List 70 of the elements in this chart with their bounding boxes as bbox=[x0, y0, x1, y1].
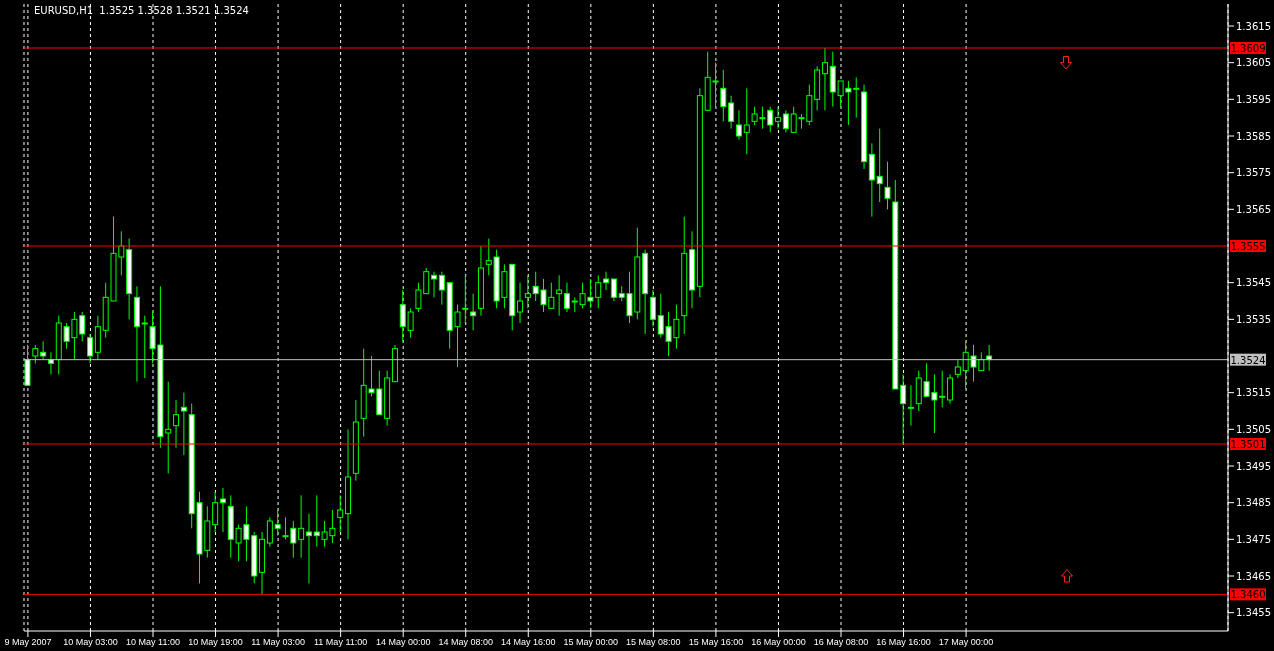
x-tick-label: 10 May 19:00 bbox=[188, 637, 243, 648]
x-tick-label: 10 May 03:00 bbox=[63, 637, 118, 648]
y-tick-label: 1.3575 bbox=[1236, 167, 1271, 179]
x-tick-label: 15 May 16:00 bbox=[688, 637, 744, 648]
candlestick bbox=[735, 109, 742, 141]
y-tick-label: 1.3535 bbox=[1236, 313, 1271, 325]
ref-line-label: 1.3555 bbox=[1230, 241, 1266, 252]
x-tick-label: 11 May 11:00 bbox=[314, 637, 368, 648]
x-tick-label: 10 May 11:00 bbox=[126, 637, 180, 648]
y-tick-label: 1.3465 bbox=[1236, 570, 1271, 582]
candlestick bbox=[470, 293, 477, 331]
candlestick bbox=[782, 109, 789, 133]
candlestick bbox=[219, 487, 226, 533]
ref-line-label: 1.3501 bbox=[1230, 439, 1266, 450]
y-tick-label: 1.3585 bbox=[1236, 130, 1271, 142]
candlestick bbox=[954, 359, 961, 379]
y-tick-label: 1.3515 bbox=[1236, 387, 1271, 399]
y-tick-label: 1.3545 bbox=[1236, 277, 1271, 289]
x-tick-label: 17 May 00:00 bbox=[938, 637, 994, 648]
x-tick-label: 14 May 00:00 bbox=[375, 637, 431, 648]
ref-line-label: 1.3460 bbox=[1230, 589, 1266, 601]
candlestick bbox=[173, 399, 180, 449]
y-tick-label: 1.3595 bbox=[1236, 93, 1271, 105]
ref-line-label: 1.3524 bbox=[1230, 354, 1266, 366]
x-tick-label: 14 May 08:00 bbox=[438, 637, 493, 648]
y-tick-label: 1.3495 bbox=[1236, 460, 1271, 472]
candlestick bbox=[743, 87, 750, 155]
y-tick-label: 1.3605 bbox=[1236, 57, 1271, 69]
candlestick bbox=[556, 274, 563, 317]
y-tick-label: 1.3475 bbox=[1236, 533, 1271, 545]
x-tick-label: 16 May 08:00 bbox=[813, 637, 869, 648]
candlestick bbox=[40, 340, 47, 361]
candlestick bbox=[180, 392, 187, 456]
candlestick bbox=[32, 344, 39, 364]
candlestick bbox=[907, 384, 914, 427]
candlestick bbox=[603, 271, 610, 291]
chart-title: EURUSD,H1 1.3525 1.3528 1.3521 1.3524 bbox=[34, 5, 249, 16]
x-tick-label: 15 May 08:00 bbox=[626, 637, 681, 648]
candlestick bbox=[947, 373, 954, 405]
x-tick-label: 14 May 16:00 bbox=[501, 637, 556, 648]
candlestick bbox=[337, 494, 344, 533]
candlestick bbox=[610, 278, 617, 302]
candlestick bbox=[212, 491, 219, 533]
y-tick-label: 1.3565 bbox=[1236, 203, 1271, 215]
candlestick bbox=[563, 282, 570, 313]
candlestick bbox=[266, 516, 273, 548]
candlestick bbox=[876, 128, 883, 203]
x-tick-label: 16 May 00:00 bbox=[751, 637, 806, 648]
candlestick bbox=[728, 95, 735, 130]
candlestick bbox=[431, 271, 438, 298]
candlestick bbox=[720, 69, 727, 122]
y-tick-label: 1.3615 bbox=[1236, 20, 1271, 32]
candlestick bbox=[884, 161, 891, 210]
candlestick bbox=[517, 282, 524, 324]
candlestick bbox=[821, 47, 828, 111]
candlestick bbox=[438, 271, 445, 306]
x-tick-label: 11 May 03:00 bbox=[251, 637, 306, 648]
y-tick-label: 1.3455 bbox=[1236, 607, 1271, 619]
candlestick bbox=[141, 315, 148, 379]
y-tick-label: 1.3485 bbox=[1236, 497, 1271, 509]
candlestick bbox=[524, 274, 531, 309]
x-tick-label: 9 May 2007 bbox=[4, 637, 52, 648]
candlestick bbox=[775, 106, 782, 130]
candlestick bbox=[305, 513, 312, 584]
candlestick bbox=[298, 494, 305, 559]
candlestick bbox=[462, 274, 469, 324]
x-tick-label: 15 May 00:00 bbox=[563, 637, 619, 648]
ref-line-label: 1.3609 bbox=[1230, 43, 1266, 54]
y-tick-label: 1.3505 bbox=[1236, 423, 1271, 435]
x-tick-label: 16 May 16:00 bbox=[876, 637, 931, 648]
